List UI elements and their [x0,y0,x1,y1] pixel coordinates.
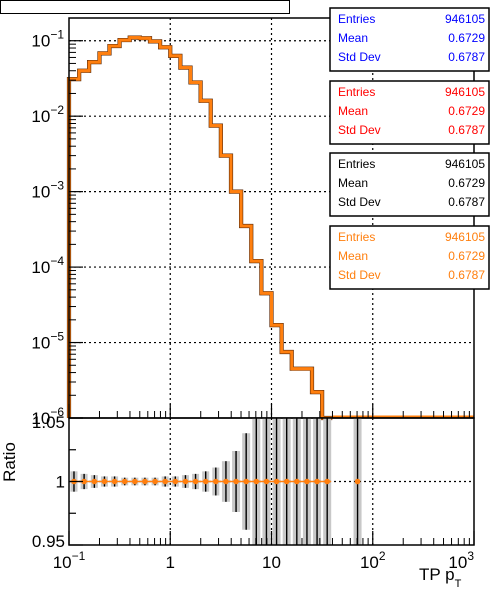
bottom-x-tick-label: 10−1 [53,549,86,572]
stats-value: 946105 [445,12,485,26]
stats-value: 0.6787 [448,123,485,137]
top-y-tick-label: 10−1 [31,28,64,51]
top-y-tick-label: 10−2 [31,103,64,126]
stats-value: 946105 [445,85,485,99]
stats-box-frame [329,80,490,145]
stats-label: Std Dev [338,50,381,64]
stats-label: Std Dev [338,268,381,282]
tick-exponent: −1 [50,28,64,42]
stats-label: Entries [338,230,375,244]
y-axis-title: Ratio [0,442,19,482]
stats-value: 0.6787 [448,195,485,209]
tick-exponent: −6 [50,405,64,419]
tick-base: 10 [448,553,467,572]
tick-exponent: −4 [50,254,64,268]
x-axis-title-main: TP p [419,565,455,584]
stats-box: Entries 946105 Mean 0.6729 Std Dev 0.6787 [329,152,490,217]
top-y-tick-label: 10−6 [31,405,64,428]
tick-exponent: −5 [50,330,64,344]
stats-value: 0.6787 [448,268,485,282]
stats-box: Entries 946105 Mean 0.6729 Std Dev 0.6787 [329,80,490,145]
stats-value: 0.6729 [448,176,485,190]
bottom-y-tick-label: 1 [56,473,65,492]
tick-base: 10 [31,32,50,51]
stats-label: Mean [338,249,368,263]
ratio-point [354,478,361,485]
bottom-x-tick-label: 1 [166,553,175,572]
tick-exponent: −1 [72,549,86,563]
stats-label: Mean [338,176,368,190]
top-y-tick-label: 10−3 [31,179,64,202]
stats-box-frame [329,225,490,290]
top-y-tick-label: 10−5 [31,330,64,353]
stats-box-frame [329,152,490,217]
stats-label: Mean [338,31,368,45]
stats-value: 946105 [445,157,485,171]
stats-label: Mean [338,104,368,118]
stats-box: Entries 946105 Mean 0.6729 Std Dev 0.6787 [329,225,490,290]
bottom-x-tick-label: 10 [262,553,281,572]
tick-base: 10 [31,409,50,428]
stats-value: 946105 [445,230,485,244]
stats-label: Entries [338,157,375,171]
title-box [0,0,290,14]
tick-base: 10 [31,183,50,202]
tick-exponent: −3 [50,179,64,193]
tick-base: 1 [166,553,175,572]
top-y-tick-label: 10−4 [31,254,64,277]
bottom-x-tick-label: 102 [360,549,386,572]
stats-value: 0.6729 [448,31,485,45]
stats-label: Std Dev [338,195,381,209]
tick-base: 10 [360,553,379,572]
tick-exponent: 3 [467,549,474,563]
stats-value: 0.6729 [448,249,485,263]
stats-box: Entries 946105 Mean 0.6729 Std Dev 0.6787 [329,7,490,72]
stats-value: 0.6787 [448,50,485,64]
stats-box-frame [329,7,490,72]
stats-value: 0.6729 [448,104,485,118]
tick-base: 10 [31,258,50,277]
x-axis-title: TP pT [419,565,462,590]
stats-label: Entries [338,12,375,26]
tick-base: 10 [53,553,72,572]
tick-base: 10 [31,107,50,126]
tick-exponent: 2 [379,549,386,563]
bottom-x-tick-label: 103 [448,549,474,572]
tick-base: 10 [262,553,281,572]
stats-label: Std Dev [338,123,381,137]
x-axis-title-sub: T [455,578,462,590]
tick-exponent: −2 [50,103,64,117]
tick-base: 10 [31,334,50,353]
bottom-y-tick-label: 0.95 [32,532,65,551]
bottom-y-tick-label: 1.05 [32,413,65,432]
stats-label: Entries [338,85,375,99]
